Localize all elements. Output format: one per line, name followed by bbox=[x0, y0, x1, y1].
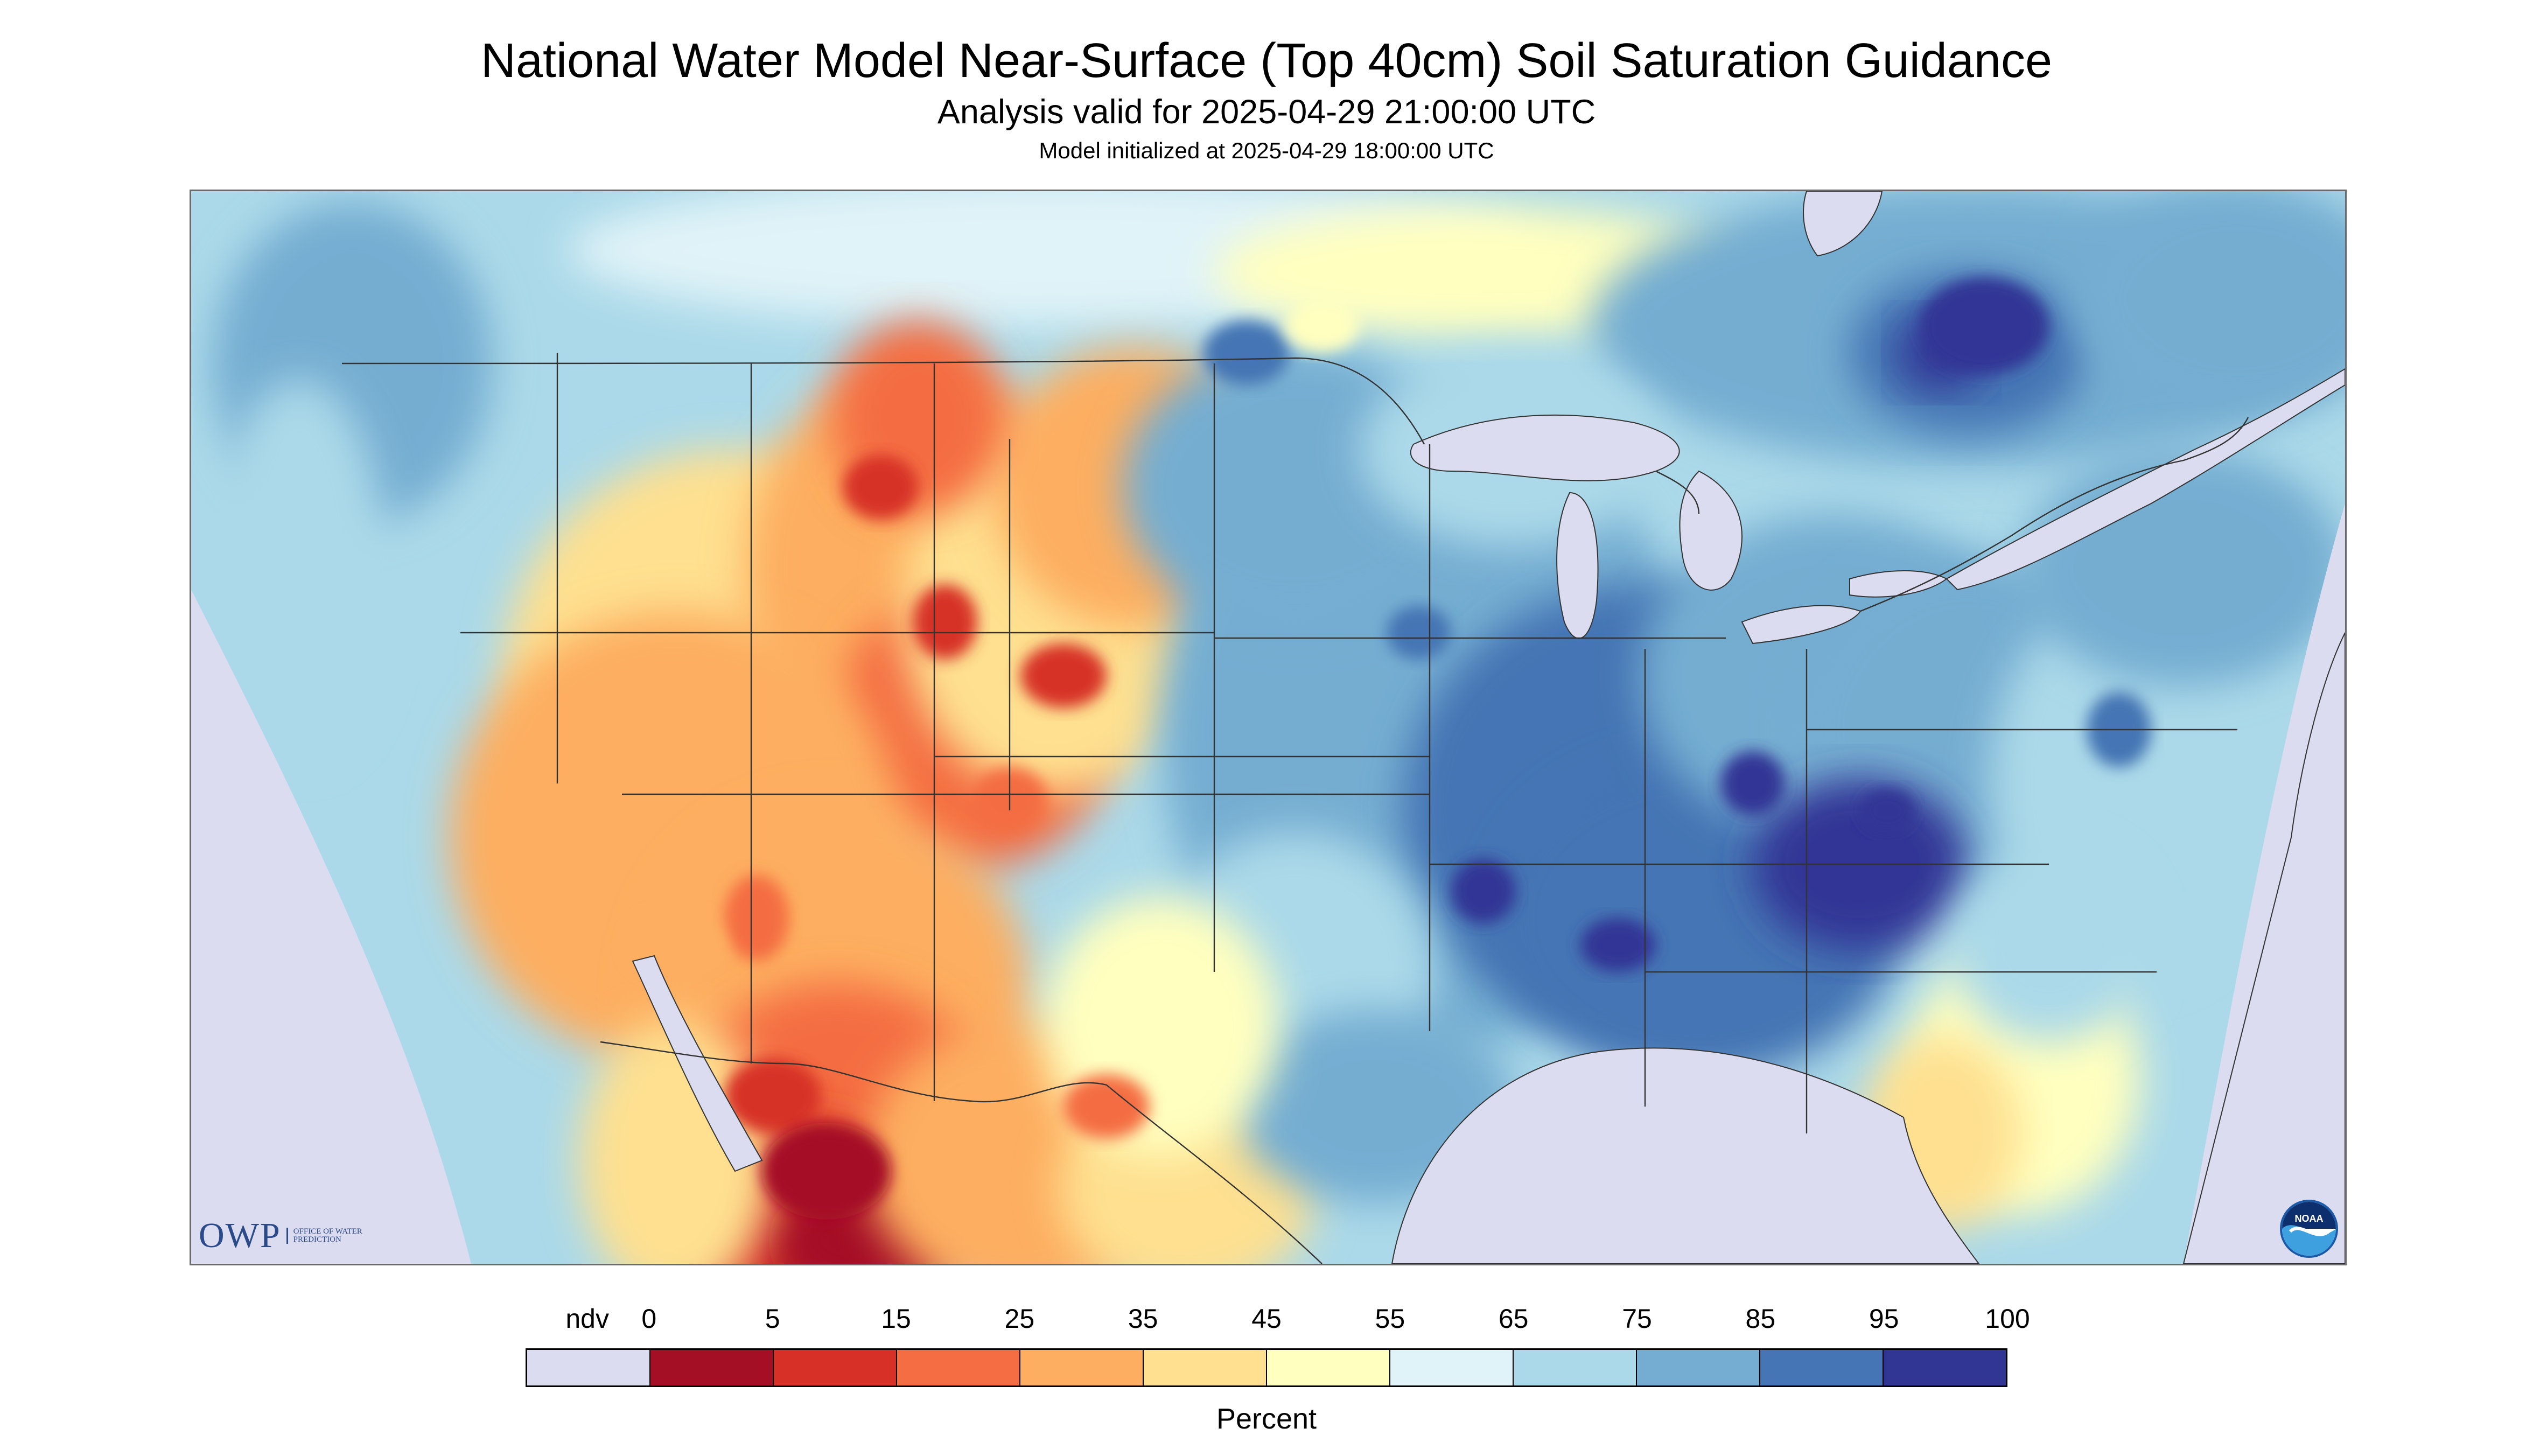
legend-swatch bbox=[1637, 1350, 1760, 1385]
saturation-region bbox=[1387, 606, 1451, 660]
legend-unit-label: Percent bbox=[1216, 1403, 1317, 1435]
legend-tick-label: 65 bbox=[1498, 1304, 1529, 1334]
legend-tick-label: 5 bbox=[765, 1304, 780, 1334]
legend-tick-label: 15 bbox=[881, 1304, 911, 1334]
owp-logo-text: OWP bbox=[199, 1216, 281, 1255]
legend-tick-label: 0 bbox=[641, 1304, 657, 1334]
map-subtitle: Analysis valid for 2025-04-29 21:00:00 U… bbox=[937, 93, 1596, 131]
legend-tick-label: 100 bbox=[1985, 1304, 2030, 1334]
noaa-logo: NOAA bbox=[2280, 1200, 2338, 1258]
water-body bbox=[632, 955, 763, 1172]
color-scale-legend bbox=[526, 1348, 2007, 1387]
boundary-line bbox=[600, 1041, 1323, 1264]
legend-swatch bbox=[1760, 1350, 1884, 1385]
model-init-time: Model initialized at 2025-04-29 18:00:00… bbox=[1039, 138, 1494, 163]
saturation-region bbox=[1284, 299, 1360, 353]
water-bodies bbox=[632, 191, 2345, 1264]
legend-tick-label: 85 bbox=[1745, 1304, 1776, 1334]
water-body bbox=[1410, 414, 1680, 481]
legend-tick-label: 75 bbox=[1622, 1304, 1652, 1334]
saturation-region bbox=[1860, 789, 1914, 832]
legend-tick-label: ndv bbox=[565, 1304, 609, 1334]
legend-tick-label: 95 bbox=[1869, 1304, 1899, 1334]
saturation-region bbox=[1920, 277, 2049, 374]
saturation-region bbox=[724, 875, 789, 961]
saturation-region bbox=[1580, 918, 1656, 972]
saturation-map bbox=[191, 191, 2345, 1264]
saturation-region bbox=[913, 584, 977, 660]
saturation-region bbox=[1952, 848, 2146, 1042]
legend-tick-label: 55 bbox=[1375, 1304, 1405, 1334]
legend-tick-label: 35 bbox=[1128, 1304, 1158, 1334]
saturation-region bbox=[762, 1123, 891, 1220]
water-body bbox=[1946, 368, 2345, 591]
boundary-line bbox=[341, 357, 1425, 445]
legend-swatch bbox=[1390, 1350, 1514, 1385]
boundary-line bbox=[1655, 417, 2249, 612]
saturation-region bbox=[1720, 751, 1785, 816]
legend-swatch bbox=[650, 1350, 774, 1385]
water-body bbox=[1556, 492, 1599, 639]
legend-swatch bbox=[1020, 1350, 1144, 1385]
saturation-region bbox=[1020, 643, 1107, 708]
water-body bbox=[1803, 191, 1883, 257]
owp-logo-tagline: Office of Water Prediction bbox=[286, 1228, 363, 1244]
saturation-region bbox=[843, 455, 918, 520]
saturation-region bbox=[579, 1020, 773, 1264]
legend-swatch bbox=[1267, 1350, 1390, 1385]
legend-tick-label: 25 bbox=[1004, 1304, 1035, 1334]
legend-swatch bbox=[1144, 1350, 1267, 1385]
map-title: National Water Model Near-Surface (Top 4… bbox=[480, 34, 2052, 88]
legend-tick-label: 45 bbox=[1251, 1304, 1282, 1334]
saturation-region bbox=[1203, 320, 1290, 385]
map-panel: OWP Office of Water Prediction NOAA bbox=[190, 190, 2347, 1265]
legend-swatch bbox=[774, 1350, 897, 1385]
saturation-region bbox=[724, 1058, 821, 1133]
saturation-region bbox=[1451, 859, 1516, 923]
owp-logo: OWP Office of Water Prediction bbox=[199, 1215, 363, 1256]
noaa-logo-text: NOAA bbox=[2295, 1213, 2324, 1224]
saturation-region bbox=[1063, 1074, 1150, 1139]
water-body bbox=[2182, 632, 2345, 1264]
legend-swatch bbox=[1514, 1350, 1637, 1385]
legend-swatch bbox=[527, 1350, 650, 1385]
water-body bbox=[1391, 1047, 1980, 1264]
boundary-lines bbox=[341, 353, 2249, 1264]
saturation-field bbox=[191, 191, 2345, 1264]
legend-swatch bbox=[897, 1350, 1020, 1385]
saturation-region bbox=[213, 380, 385, 757]
saturation-region bbox=[2076, 191, 2345, 417]
legend-swatch bbox=[1884, 1350, 2006, 1385]
